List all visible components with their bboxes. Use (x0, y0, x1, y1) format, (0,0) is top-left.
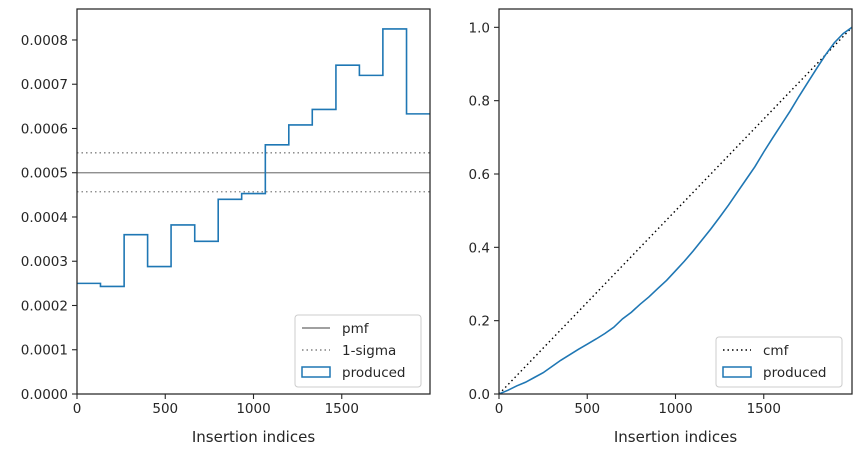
legend-swatch (722, 366, 752, 378)
cmf-series (499, 26, 852, 394)
produced-series (499, 26, 852, 394)
legend-box (715, 336, 843, 388)
legend-label: produced (763, 365, 827, 381)
y-tick-label: 0.0005 (21, 166, 68, 182)
y-tick-label: 0.8 (469, 94, 490, 110)
y-tick-label: 0.2 (469, 314, 490, 330)
y-tick-label: 0.0007 (21, 77, 68, 93)
y-tick-label: 0.0000 (21, 387, 68, 403)
legend-label: pmf (342, 321, 370, 337)
legend-box (294, 314, 422, 388)
y-tick-label: 0.0001 (21, 343, 68, 359)
y-tick-label: 0.0004 (21, 210, 68, 226)
right-chart-cmf: 0 500 1000 1500 0.0 0.2 0.4 0.6 0.8 1.0 Insertion … (469, 8, 853, 446)
produced-series (77, 28, 430, 288)
legend: cmf produced (715, 336, 843, 388)
legend-label: produced (342, 365, 406, 381)
x-tick-label: 0 (495, 401, 504, 417)
legend: pmf 1-sigma produced (294, 314, 422, 388)
y-tick-label: 0.0003 (21, 254, 68, 270)
x-tick-label: 0 (73, 401, 82, 417)
plot-area (77, 28, 430, 288)
y-tick-label: 0.4 (469, 240, 490, 256)
y-tick-label: 0.0008 (21, 33, 68, 49)
legend-label: 1-sigma (342, 343, 396, 359)
x-axis-label: Insertion indices (614, 428, 737, 446)
y-tick-label: 0.0006 (21, 121, 68, 137)
x-tick-label: 1000 (236, 401, 270, 417)
y-tick-label: 0.6 (469, 167, 490, 183)
x-tick-label: 1500 (325, 401, 359, 417)
left-chart-pmf: 0 500 1000 1500 0.0000 0.0001 0.0002 0.0003 0.00… (21, 8, 431, 446)
legend-label: cmf (763, 343, 790, 359)
y-tick-label: 0.0002 (21, 298, 68, 314)
legend-swatch (301, 366, 331, 378)
y-tick-label: 0.0 (469, 387, 490, 403)
x-tick-label: 1500 (747, 401, 781, 417)
x-tick-label: 500 (152, 401, 178, 417)
x-tick-label: 1000 (658, 401, 692, 417)
plot-area (499, 26, 852, 394)
x-tick-label: 500 (574, 401, 600, 417)
x-axis-label: Insertion indices (192, 428, 315, 446)
y-tick-label: 1.0 (469, 20, 490, 36)
